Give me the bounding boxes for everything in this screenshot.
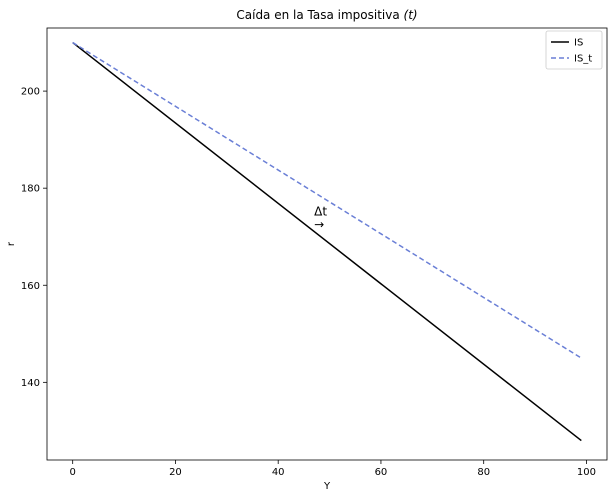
x-tick-label: 20 [169, 467, 182, 478]
x-tick-label: 100 [577, 467, 596, 478]
chart-title-text: Caída en la Tasa impositiva [236, 8, 399, 22]
x-tick-label: 80 [477, 467, 490, 478]
x-axis-ticks: 0 20 40 60 80 100 [70, 460, 596, 478]
series-line-is-t [72, 41, 582, 359]
x-tick-label: 40 [272, 467, 285, 478]
plot-frame [46, 27, 608, 461]
legend-label: IS [574, 38, 583, 49]
annotation-arrow: → [314, 217, 324, 231]
chart-title-symbol: (t) [404, 8, 418, 22]
y-tick-label: 160 [21, 281, 40, 292]
y-tick-label: 140 [21, 378, 40, 389]
series-line-is [72, 41, 582, 442]
x-axis-label: Y [323, 481, 331, 492]
x-tick-label: 60 [375, 467, 388, 478]
chart-title: Caída en la Tasa impositiva (t) [236, 8, 417, 22]
y-axis-ticks: 140 160 180 200 [21, 87, 47, 389]
x-tick-label: 0 [70, 467, 76, 478]
annotations: Δt→ [314, 204, 327, 231]
annotation-text: Δt [314, 204, 327, 218]
legend: IS IS_t [545, 30, 603, 70]
y-tick-label: 180 [21, 184, 40, 195]
legend-box [545, 30, 603, 70]
series-lines [72, 41, 582, 442]
y-axis-label: r [6, 241, 17, 246]
legend-label: IS_t [574, 54, 592, 65]
y-tick-label: 200 [21, 87, 40, 98]
